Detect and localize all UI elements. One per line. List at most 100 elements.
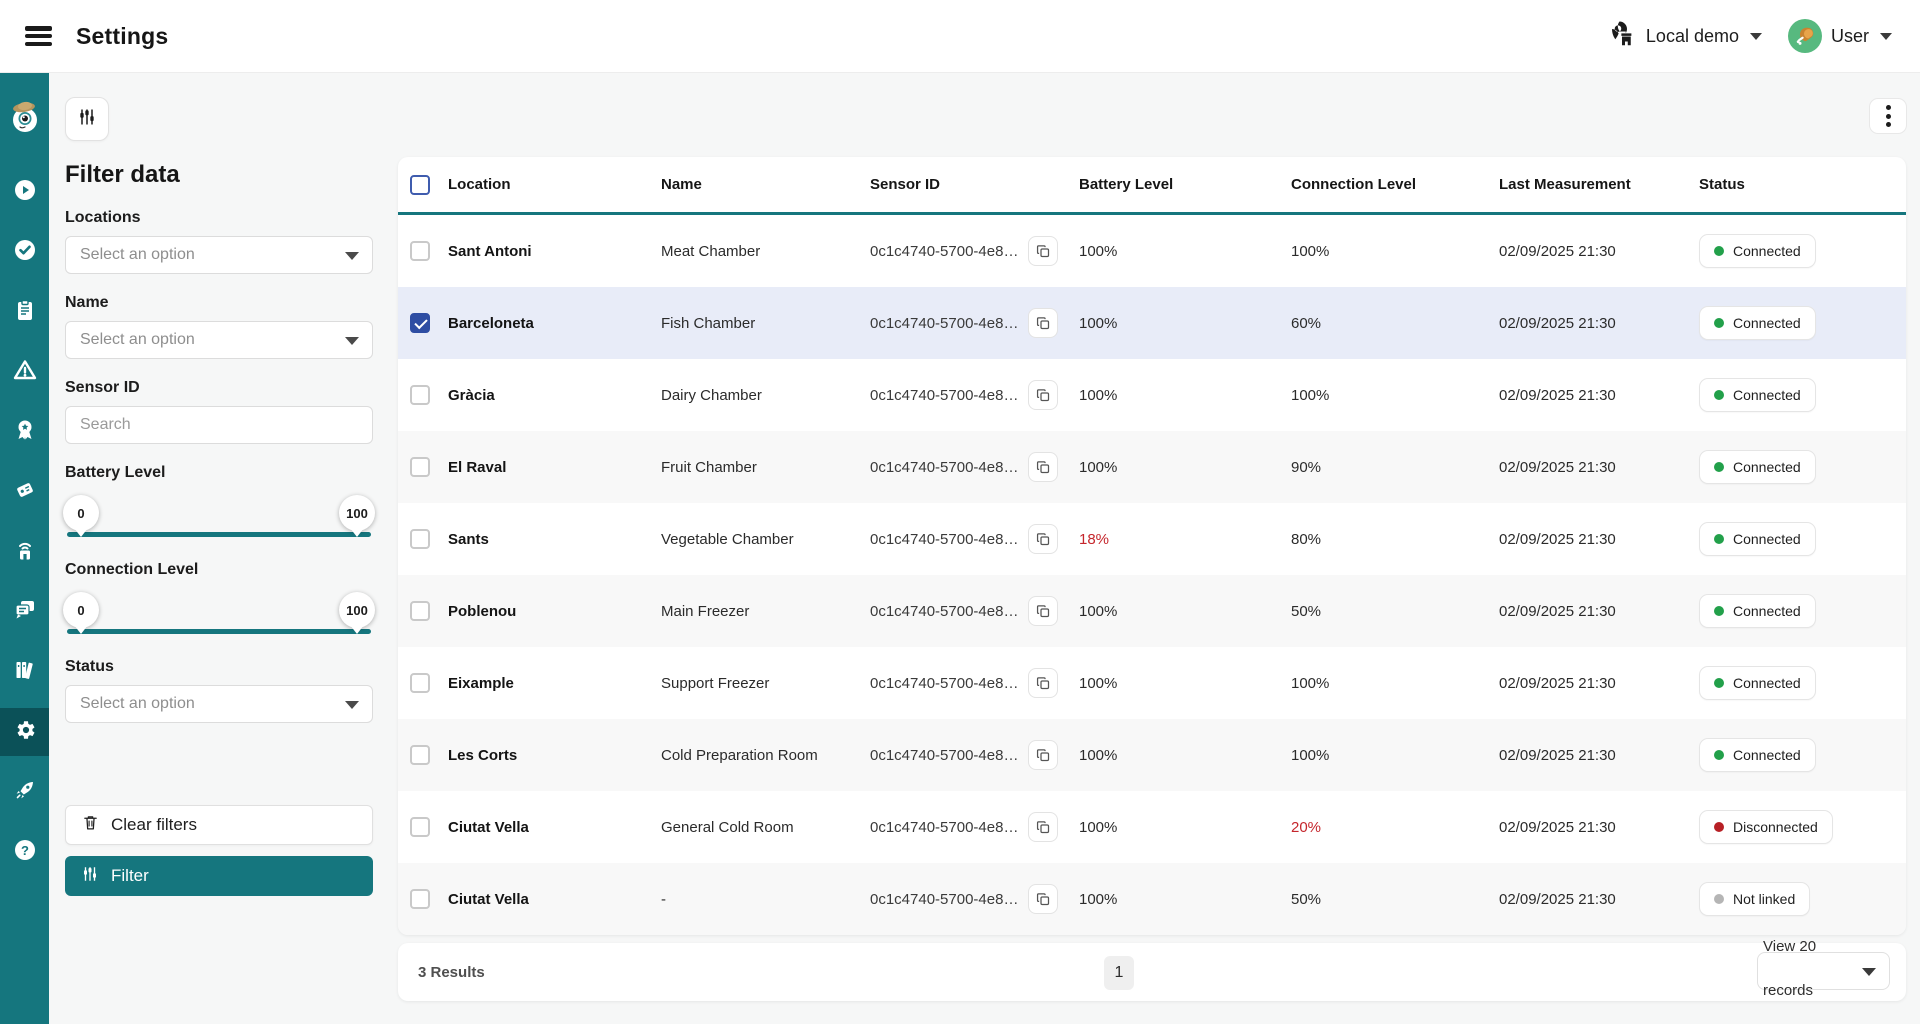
sidebar-item-help[interactable]: ? xyxy=(0,822,49,882)
filter-button[interactable]: Filter xyxy=(65,856,373,896)
copy-icon[interactable] xyxy=(1028,236,1058,266)
filter-toggle-button[interactable] xyxy=(65,97,109,141)
table-options-kebab-button[interactable] xyxy=(1869,98,1907,134)
sidebar-item-alerts[interactable] xyxy=(0,342,49,402)
table-row[interactable]: Ciutat Vella - 0c1c4740-5700-4e8… 100% 5… xyxy=(398,863,1906,935)
name-cell: Cold Preparation Room xyxy=(661,747,870,764)
chevron-down-icon xyxy=(1750,33,1762,40)
copy-icon[interactable] xyxy=(1028,596,1058,626)
sidebar-item-quality[interactable] xyxy=(0,402,49,462)
last-measurement-cell: 02/09/2025 21:30 xyxy=(1499,459,1699,476)
last-measurement-cell: 02/09/2025 21:30 xyxy=(1499,387,1699,404)
copy-icon[interactable] xyxy=(1028,452,1058,482)
sidebar-item-tags[interactable] xyxy=(0,462,49,522)
name-cell: Fruit Chamber xyxy=(661,459,870,476)
clear-filters-button[interactable]: Clear filters xyxy=(65,805,373,845)
copy-icon[interactable] xyxy=(1028,812,1058,842)
sidebar-item-library[interactable] xyxy=(0,642,49,702)
table-row[interactable]: Ciutat Vella General Cold Room 0c1c4740-… xyxy=(398,791,1906,863)
column-header-location[interactable]: Location xyxy=(448,176,661,193)
user-avatar xyxy=(1788,19,1822,53)
sliders-icon xyxy=(77,107,97,132)
locations-select[interactable]: Select an option xyxy=(65,236,373,274)
location-cell: Sant Antoni xyxy=(448,243,532,260)
location-cell: Sants xyxy=(448,531,489,548)
sidebar-item-mascot-logo[interactable] xyxy=(0,89,49,149)
table-row[interactable]: Les Corts Cold Preparation Room 0c1c4740… xyxy=(398,719,1906,791)
clipboard-icon xyxy=(13,298,37,327)
sidebar-item-sensors[interactable] xyxy=(0,522,49,582)
user-menu[interactable]: User xyxy=(1788,19,1892,53)
connection-level-label: Connection Level xyxy=(65,561,373,579)
column-header-sensor-id[interactable]: Sensor ID xyxy=(870,176,1079,193)
sidebar-item-rocket[interactable] xyxy=(0,762,49,822)
last-measurement-cell: 02/09/2025 21:30 xyxy=(1499,243,1699,260)
table-row[interactable]: Poblenou Main Freezer 0c1c4740-5700-4e8…… xyxy=(398,575,1906,647)
table-row[interactable]: Eixample Support Freezer 0c1c4740-5700-4… xyxy=(398,647,1906,719)
view-records-label-line2: records xyxy=(1763,982,1813,999)
connection-cell: 90% xyxy=(1291,459,1499,476)
status-label: Connected xyxy=(1733,531,1801,547)
sensor-id-input[interactable] xyxy=(65,406,373,444)
row-checkbox[interactable] xyxy=(410,385,430,405)
status-dot-icon xyxy=(1714,318,1724,328)
sensor-id-cell: 0c1c4740-5700-4e8… xyxy=(870,531,1018,548)
name-cell: - xyxy=(661,891,870,908)
copy-icon[interactable] xyxy=(1028,524,1058,554)
sensor-antenna-icon xyxy=(13,538,37,567)
sidebar-item-play[interactable] xyxy=(0,162,49,222)
select-all-checkbox[interactable] xyxy=(410,175,430,195)
copy-icon[interactable] xyxy=(1028,308,1058,338)
sidebar-item-tasks[interactable] xyxy=(0,222,49,282)
table-row[interactable]: Barceloneta Fish Chamber 0c1c4740-5700-4… xyxy=(398,287,1906,359)
gear-wrench-icon xyxy=(13,718,37,747)
column-header-battery[interactable]: Battery Level xyxy=(1079,176,1291,193)
workspace-selector[interactable]: Local demo xyxy=(1607,19,1762,54)
row-checkbox[interactable] xyxy=(410,817,430,837)
battery-min-handle[interactable]: 0 xyxy=(63,495,99,531)
row-checkbox[interactable] xyxy=(410,241,430,261)
location-cell: Les Corts xyxy=(448,747,517,764)
connection-range-slider: 0 100 xyxy=(65,588,373,638)
connection-max-handle[interactable]: 100 xyxy=(339,592,375,628)
row-checkbox[interactable] xyxy=(410,601,430,621)
status-dot-icon xyxy=(1714,462,1724,472)
status-select[interactable]: Select an option xyxy=(65,685,373,723)
table-row[interactable]: Gràcia Dairy Chamber 0c1c4740-5700-4e8… … xyxy=(398,359,1906,431)
table-row[interactable]: Sant Antoni Meat Chamber 0c1c4740-5700-4… xyxy=(398,215,1906,287)
hamburger-menu-icon[interactable] xyxy=(25,26,52,46)
status-badge: Connected xyxy=(1699,738,1816,772)
connection-range-track[interactable] xyxy=(67,629,371,634)
table-row[interactable]: Sants Vegetable Chamber 0c1c4740-5700-4e… xyxy=(398,503,1906,575)
column-header-connection[interactable]: Connection Level xyxy=(1291,176,1499,193)
battery-cell: 100% xyxy=(1079,675,1291,692)
page-1-button[interactable]: 1 xyxy=(1104,956,1134,990)
sidebar-item-settings[interactable] xyxy=(0,708,49,756)
rocket-icon xyxy=(13,778,37,807)
copy-icon[interactable] xyxy=(1028,380,1058,410)
location-cell: Poblenou xyxy=(448,603,516,620)
row-checkbox[interactable] xyxy=(410,745,430,765)
sidebar-item-chat[interactable] xyxy=(0,582,49,642)
sidebar-item-clipboard[interactable] xyxy=(0,282,49,342)
connection-cell: 100% xyxy=(1291,243,1499,260)
battery-max-handle[interactable]: 100 xyxy=(339,495,375,531)
row-checkbox[interactable] xyxy=(410,673,430,693)
column-header-last-measurement[interactable]: Last Measurement xyxy=(1499,176,1699,193)
connection-min-handle[interactable]: 0 xyxy=(63,592,99,628)
row-checkbox[interactable] xyxy=(410,457,430,477)
connection-cell: 60% xyxy=(1291,315,1499,332)
table-row[interactable]: El Raval Fruit Chamber 0c1c4740-5700-4e8… xyxy=(398,431,1906,503)
copy-icon[interactable] xyxy=(1028,668,1058,698)
copy-icon[interactable] xyxy=(1028,740,1058,770)
column-header-status[interactable]: Status xyxy=(1699,176,1894,193)
row-checkbox[interactable] xyxy=(410,529,430,549)
row-checkbox[interactable] xyxy=(410,313,430,333)
battery-range-track[interactable] xyxy=(67,532,371,537)
column-header-name[interactable]: Name xyxy=(661,176,870,193)
copy-icon[interactable] xyxy=(1028,884,1058,914)
books-icon xyxy=(13,658,37,687)
status-label: Connected xyxy=(1733,315,1801,331)
row-checkbox[interactable] xyxy=(410,889,430,909)
name-select[interactable]: Select an option xyxy=(65,321,373,359)
